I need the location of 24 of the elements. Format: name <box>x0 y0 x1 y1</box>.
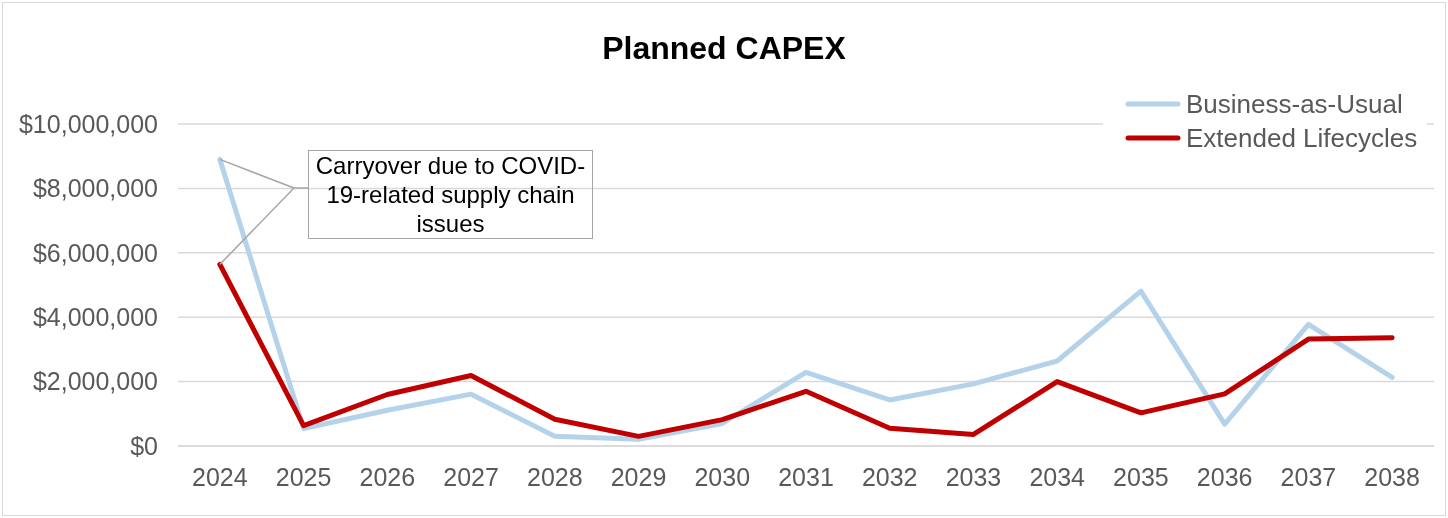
y-tick-label: $6,000,000 <box>32 238 158 267</box>
x-tick-label: 2037 <box>1280 462 1337 491</box>
x-tick-label: 2029 <box>610 462 667 491</box>
x-tick-label: 2035 <box>1113 462 1169 491</box>
x-tick-label: 2033 <box>945 462 1002 491</box>
x-tick-label: 2024 <box>192 462 248 491</box>
x-tick-label: 2038 <box>1364 462 1420 491</box>
x-tick-label: 2025 <box>275 462 332 491</box>
x-tick-label: 2031 <box>778 462 834 491</box>
legend-label: Business-as-Usual <box>1186 88 1403 120</box>
x-tick-label: 2026 <box>359 462 416 491</box>
chart-title: Planned CAPEX <box>602 30 846 66</box>
y-tick-label: $4,000,000 <box>32 303 158 332</box>
x-tick-label: 2032 <box>861 462 918 491</box>
x-tick-label: 2027 <box>443 462 499 491</box>
y-tick-label: $8,000,000 <box>32 174 158 203</box>
x-tick-label: 2036 <box>1196 462 1253 491</box>
x-tick-label: 2034 <box>1029 462 1086 491</box>
y-tick-label: $0 <box>130 431 158 460</box>
x-tick-label: 2030 <box>694 462 751 491</box>
legend-label: Extended Lifecycles <box>1186 122 1418 154</box>
y-tick-label: $2,000,000 <box>32 367 158 396</box>
x-tick-label: 2028 <box>526 462 583 491</box>
y-tick-label: $10,000,000 <box>18 109 158 138</box>
